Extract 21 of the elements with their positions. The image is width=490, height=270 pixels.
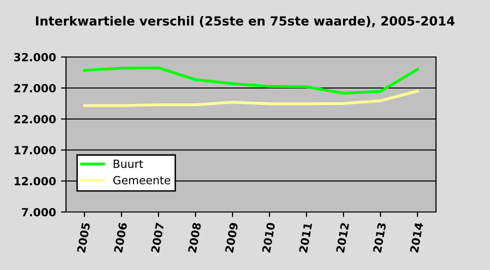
x-tick-label: 2013 bbox=[372, 222, 386, 253]
legend-label: Gemeente bbox=[113, 176, 170, 184]
y-tick-label: 17.000 bbox=[14, 146, 56, 154]
x-tick-label: 2006 bbox=[114, 222, 128, 253]
line-series bbox=[83, 90, 419, 108]
y-tick-label: 7.000 bbox=[22, 208, 56, 216]
x-tick-label: 2009 bbox=[224, 222, 238, 253]
x-tick-label: 2005 bbox=[76, 222, 90, 253]
y-tick-label: 27.000 bbox=[14, 84, 56, 92]
x-tick-label: 2008 bbox=[188, 222, 202, 253]
y-tick-label: 22.000 bbox=[14, 114, 56, 124]
x-tick-label: 2014 bbox=[410, 222, 424, 253]
chart-title: Interkwartiele verschil (25ste en 75ste waarde), 2005-2014 bbox=[36, 16, 455, 28]
x-tick-label: 2012 bbox=[336, 222, 350, 253]
x-tick-label: 2010 bbox=[262, 222, 276, 253]
y-tick-label: 32.000 bbox=[14, 52, 56, 62]
legend-label: Buurt bbox=[114, 160, 144, 168]
x-tick-label: 2007 bbox=[150, 222, 164, 253]
x-tick-label: 2011 bbox=[298, 222, 312, 253]
y-tick-label: 12.000 bbox=[14, 176, 56, 186]
line-series bbox=[83, 66, 419, 95]
